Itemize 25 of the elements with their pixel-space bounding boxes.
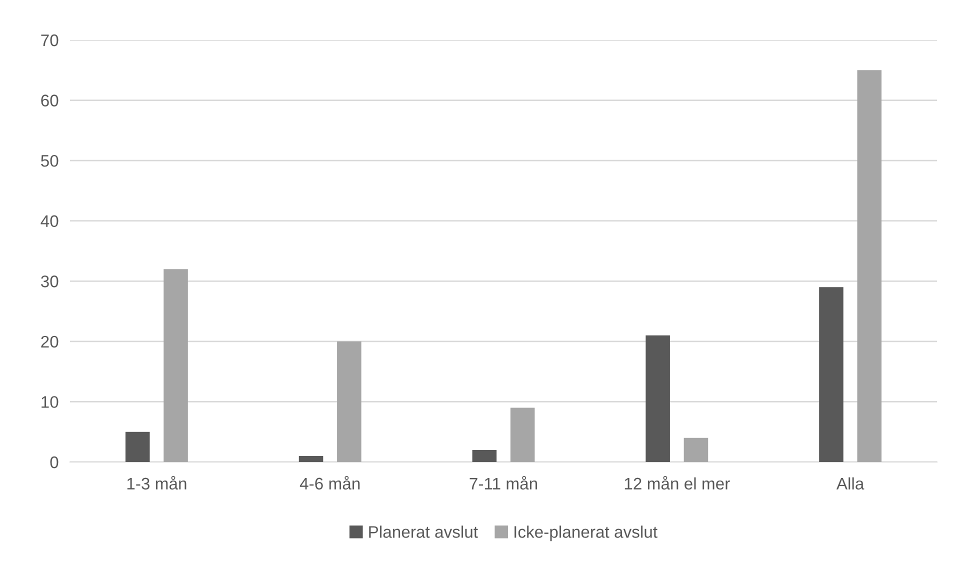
bar	[164, 269, 188, 462]
y-tick-label: 60	[41, 94, 58, 106]
x-tick-label: 1-3 mån	[127, 476, 186, 490]
x-tick-label: 4-6 mån	[300, 476, 360, 490]
legend-label: Icke-planerat avslut	[514, 526, 658, 542]
y-tick-label: 70	[41, 34, 58, 46]
y-tick-label: 30	[40, 276, 58, 288]
y-tick-label: 50	[41, 154, 58, 167]
bar	[510, 408, 535, 462]
legend-label: Planerat avslut	[369, 526, 478, 538]
bar	[125, 432, 150, 462]
bar	[472, 450, 497, 462]
y-tick-label: 40	[40, 215, 58, 228]
bar	[298, 456, 324, 462]
bar	[646, 335, 670, 462]
bar	[684, 438, 708, 462]
y-tick-label: 0	[50, 456, 58, 468]
bar	[337, 341, 362, 462]
x-tick-label: 12 mån el mer	[624, 476, 730, 490]
x-tick-label: 7-11 mån	[470, 476, 538, 490]
bar	[857, 70, 882, 462]
x-tick-label: Alla	[836, 477, 864, 490]
bar	[819, 287, 844, 462]
y-tick-label: 20	[41, 336, 58, 348]
y-tick-label: 10	[42, 396, 58, 408]
